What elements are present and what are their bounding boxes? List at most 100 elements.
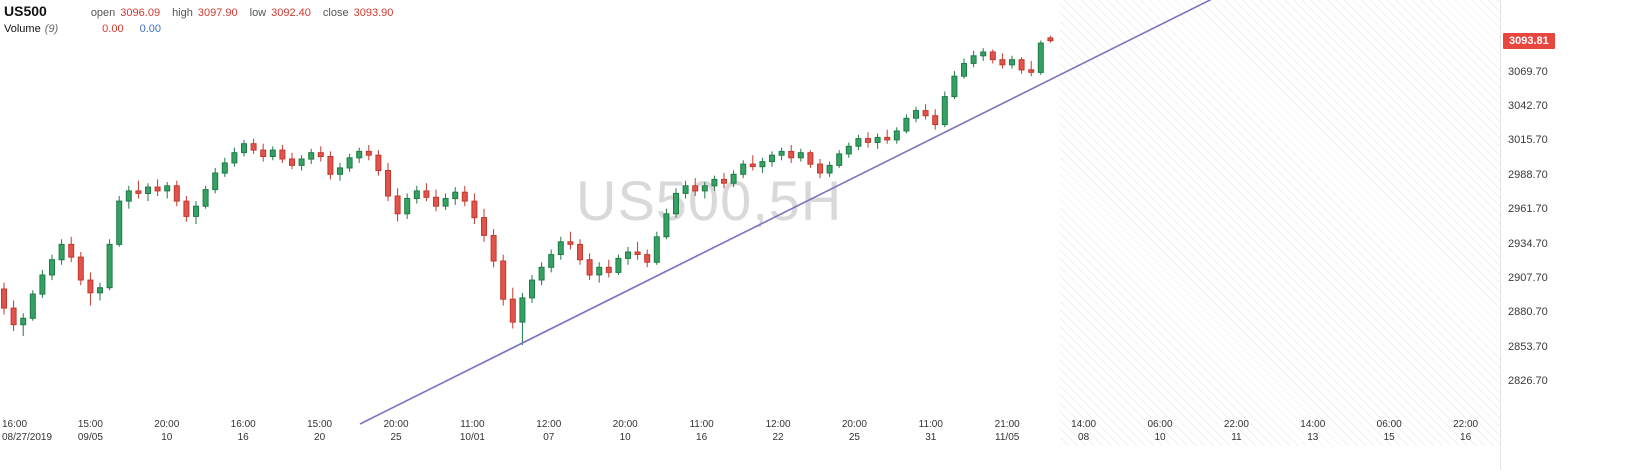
candle bbox=[711, 175, 718, 191]
candle bbox=[87, 272, 94, 306]
chart-watermark: US500,5H bbox=[576, 169, 843, 232]
chart-plot-surface[interactable] bbox=[0, 0, 1500, 470]
candle bbox=[442, 193, 449, 210]
candle bbox=[836, 150, 843, 168]
time-axis-label: 12:00 07 bbox=[536, 419, 562, 443]
candle bbox=[106, 239, 113, 291]
candle bbox=[193, 201, 199, 224]
candle bbox=[500, 254, 507, 306]
candle bbox=[164, 182, 171, 199]
candle bbox=[884, 129, 891, 144]
time-axis-label: 22:00 11 bbox=[1223, 419, 1249, 443]
candle bbox=[577, 239, 583, 265]
candle bbox=[365, 145, 372, 161]
future-area-hatch bbox=[1060, 0, 1500, 446]
candle bbox=[231, 147, 238, 167]
price-axis-label: 3042.70 bbox=[1508, 99, 1548, 112]
close-value: 3093.90 bbox=[353, 7, 394, 19]
candle bbox=[893, 127, 900, 144]
high-value: 3097.90 bbox=[197, 7, 238, 19]
candle bbox=[413, 185, 420, 204]
candle bbox=[202, 185, 209, 209]
volume-value-2: 0.00 bbox=[139, 23, 161, 35]
price-axis-label: 2826.70 bbox=[1508, 375, 1548, 388]
time-axis-label: 16:00 16 bbox=[230, 419, 256, 443]
candle bbox=[999, 53, 1006, 69]
price-axis-label: 2853.70 bbox=[1508, 340, 1548, 353]
trendline[interactable] bbox=[359, 0, 1214, 425]
candle bbox=[461, 185, 468, 207]
time-axis-label: 11:00 31 bbox=[918, 419, 943, 443]
candle bbox=[1047, 35, 1054, 43]
candle bbox=[951, 71, 958, 100]
candle bbox=[605, 259, 612, 278]
price-axis[interactable]: 3093.81 3069.70 3042.70 3015.70 2988.70 2961… bbox=[1500, 0, 1638, 470]
price-axis-label: 2907.70 bbox=[1508, 271, 1548, 284]
candle bbox=[625, 246, 631, 265]
candle bbox=[788, 145, 795, 163]
candle bbox=[356, 147, 363, 163]
candle bbox=[730, 170, 737, 188]
candle bbox=[922, 104, 929, 120]
candle bbox=[1028, 60, 1035, 77]
candle bbox=[989, 49, 996, 64]
candle bbox=[250, 138, 257, 154]
candle bbox=[173, 180, 180, 207]
candle bbox=[941, 91, 948, 128]
candle bbox=[1037, 40, 1044, 75]
price-axis-label: 2988.70 bbox=[1508, 168, 1548, 181]
price-axis-label: 2934.70 bbox=[1508, 237, 1548, 250]
candle bbox=[615, 254, 622, 275]
open-value: 3096.09 bbox=[120, 7, 161, 19]
volume-row: Volume (9) 0.00 0.00 bbox=[4, 23, 405, 35]
candle bbox=[452, 187, 459, 205]
candle bbox=[471, 193, 478, 224]
close-label: close bbox=[322, 7, 349, 19]
candle bbox=[145, 183, 151, 202]
candle bbox=[346, 153, 353, 172]
time-axis-label: 15:00 09/05 bbox=[77, 419, 103, 443]
candle bbox=[673, 188, 679, 218]
symbol-name[interactable]: US500 bbox=[4, 3, 47, 19]
candle bbox=[644, 249, 651, 268]
candle bbox=[586, 253, 593, 281]
price-axis-label: 2961.70 bbox=[1508, 203, 1548, 216]
candle bbox=[721, 173, 727, 189]
candle bbox=[394, 188, 401, 222]
candle bbox=[769, 151, 775, 167]
candle bbox=[749, 155, 756, 171]
volume-indicator-label[interactable]: Volume bbox=[4, 23, 41, 35]
candle bbox=[855, 134, 862, 151]
candle bbox=[519, 292, 526, 345]
candle bbox=[116, 196, 123, 247]
candle bbox=[29, 290, 36, 321]
time-axis-label: 12:00 22 bbox=[765, 419, 791, 443]
candle bbox=[327, 151, 334, 180]
candle bbox=[980, 48, 987, 61]
candle bbox=[260, 143, 267, 162]
candle bbox=[701, 182, 708, 199]
time-axis-label: 22:00 16 bbox=[1453, 419, 1479, 443]
candle bbox=[634, 241, 641, 260]
time-axis[interactable]: 16:00 08/27/2019 15:00 09/05 20:00 10 16:00 16 1… bbox=[0, 419, 1500, 469]
candle bbox=[529, 275, 535, 303]
candle bbox=[845, 142, 852, 158]
candle bbox=[874, 133, 881, 149]
candle bbox=[241, 139, 247, 157]
candle bbox=[740, 160, 747, 179]
candle bbox=[1018, 57, 1025, 74]
candle bbox=[932, 109, 939, 130]
candle bbox=[58, 239, 65, 265]
candle bbox=[692, 178, 699, 196]
candle bbox=[135, 180, 142, 199]
candle bbox=[298, 155, 305, 171]
candle bbox=[1009, 55, 1015, 69]
ohlc-header: US500 open 3096.09 high 3097.90 low 3092… bbox=[4, 3, 405, 35]
candle bbox=[269, 146, 276, 161]
candle bbox=[68, 236, 75, 263]
candle bbox=[509, 287, 516, 329]
time-axis-label: 11:00 10/01 bbox=[459, 419, 485, 443]
candle bbox=[433, 189, 439, 212]
candle bbox=[212, 167, 219, 194]
time-axis-label: 16:00 08/27/2019 bbox=[2, 419, 53, 443]
